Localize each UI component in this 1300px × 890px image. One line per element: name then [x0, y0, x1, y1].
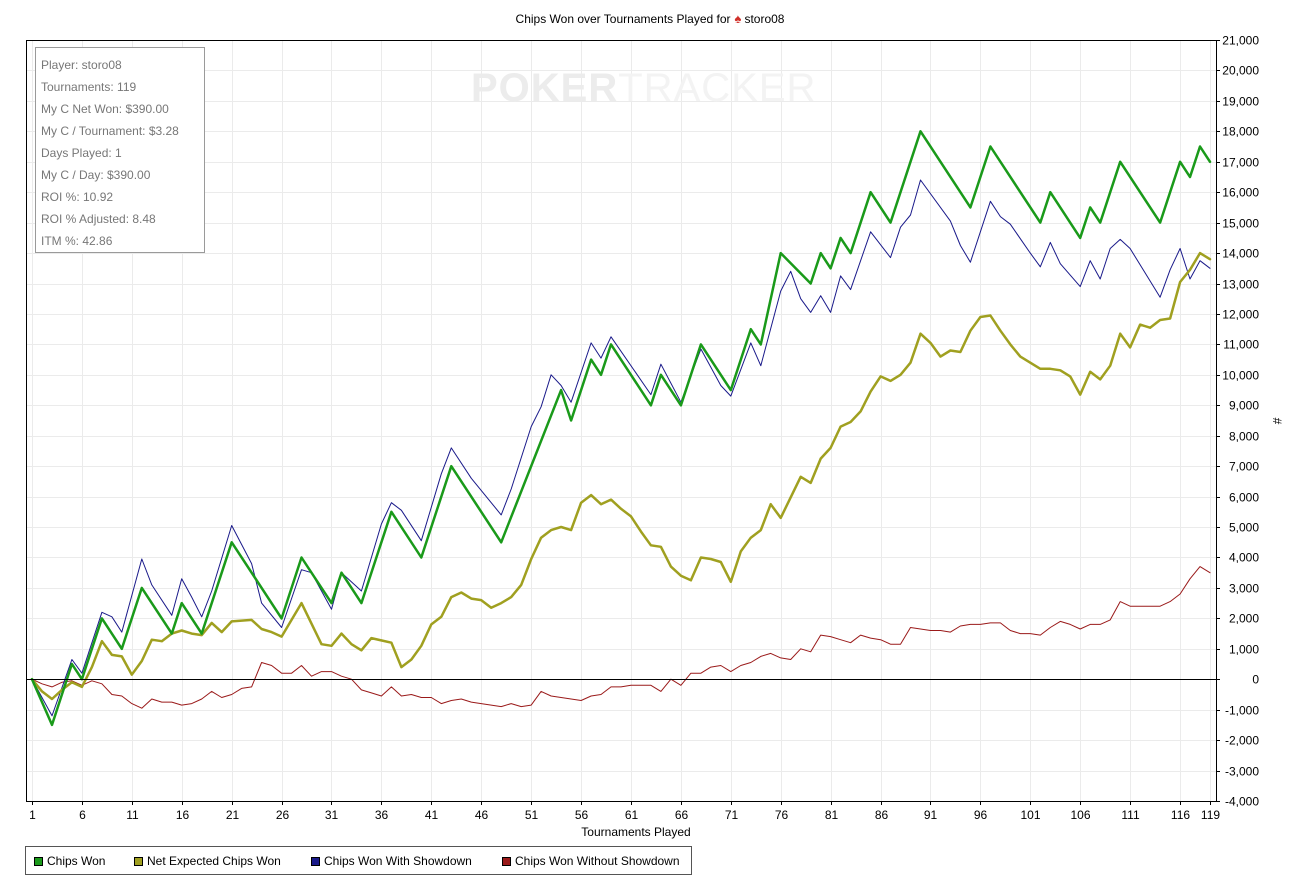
- y-tick-label: 4,000: [1229, 551, 1259, 565]
- x-tick-label: 41: [425, 808, 439, 822]
- y-tick-label: 6,000: [1229, 491, 1259, 505]
- y-tick-label: 0: [1252, 673, 1259, 687]
- x-tick-label: 81: [825, 808, 839, 822]
- y-tick-label: 12,000: [1222, 308, 1259, 322]
- chart-legend: Chips Won Net Expected Chips Won Chips W…: [25, 846, 692, 875]
- legend-swatch-without-showdown: [502, 857, 511, 866]
- x-tick-label: 76: [775, 808, 789, 822]
- series-line-chips-won-without-showdown: [31, 566, 1211, 709]
- legend-item-net-expected[interactable]: Net Expected Chips Won: [134, 854, 281, 868]
- x-tick-label: 66: [675, 808, 689, 822]
- x-tick-label: 26: [276, 808, 290, 822]
- y-tick-label: 15,000: [1222, 217, 1259, 231]
- x-tick-label: 11: [126, 808, 139, 822]
- series-line-net-expected-chips-won: [30, 251, 1212, 701]
- series-line-chips-won-with-showdown: [31, 179, 1211, 717]
- stat-days-played: Days Played: 1: [41, 146, 122, 160]
- y-tick-label: 8,000: [1229, 430, 1259, 444]
- legend-label: Chips Won: [47, 854, 106, 868]
- y-tick-label: 9,000: [1229, 399, 1259, 413]
- y-tick-label: 14,000: [1222, 247, 1259, 261]
- x-tick-label: 86: [875, 808, 889, 822]
- series-line-chips-won: [30, 130, 1212, 727]
- y-axis-label: #: [1270, 418, 1284, 425]
- x-tick-label: 51: [525, 808, 539, 822]
- x-tick-label: 56: [575, 808, 589, 822]
- stat-per-tournament: My C / Tournament: $3.28: [41, 124, 179, 138]
- chart-player-name: storo08: [744, 12, 785, 26]
- legend-item-with-showdown[interactable]: Chips Won With Showdown: [311, 854, 472, 868]
- y-tick-label: 17,000: [1222, 156, 1259, 170]
- y-tick-label: -3,000: [1225, 765, 1259, 779]
- x-tick-label: 116: [1171, 808, 1190, 822]
- legend-item-without-showdown[interactable]: Chips Won Without Showdown: [502, 854, 680, 868]
- spade-icon: ♠: [734, 11, 742, 26]
- y-tick-label: 21,000: [1222, 34, 1259, 48]
- x-tick-label: 16: [176, 808, 190, 822]
- legend-item-chips-won[interactable]: Chips Won: [34, 854, 105, 868]
- x-axis-label: Tournaments Played: [581, 825, 690, 839]
- x-tick-label: 61: [625, 808, 639, 822]
- x-tick-label: 106: [1070, 808, 1090, 822]
- x-tick-label: 46: [475, 808, 489, 822]
- y-tick-label: -2,000: [1225, 734, 1259, 748]
- legend-label: Chips Won Without Showdown: [515, 854, 680, 868]
- stat-roi: ROI %: 10.92: [41, 190, 114, 204]
- y-tick-label: 3,000: [1229, 582, 1259, 596]
- y-tick-label: 18,000: [1222, 125, 1259, 139]
- x-tick-label: 71: [725, 808, 739, 822]
- watermark-part2: TRACKER: [618, 66, 817, 110]
- chart-title-text: Chips Won over Tournaments Played for: [515, 12, 731, 26]
- y-tick-label: 5,000: [1229, 521, 1259, 535]
- stat-tournaments: Tournaments: 119: [41, 80, 137, 94]
- legend-label: Net Expected Chips Won: [147, 854, 281, 868]
- legend-swatch-chips-won: [34, 857, 43, 866]
- y-tick-label: -1,000: [1225, 704, 1259, 718]
- x-tick-label: 21: [226, 808, 240, 822]
- y-tick-label: 1,000: [1229, 643, 1259, 657]
- stat-per-day: My C / Day: $390.00: [41, 168, 151, 182]
- y-tick-label: 13,000: [1222, 278, 1259, 292]
- stat-net-won: My C Net Won: $390.00: [41, 102, 169, 116]
- y-tick-label: 10,000: [1222, 369, 1259, 383]
- y-tick-label: 20,000: [1222, 64, 1259, 78]
- x-tick-label: 31: [325, 808, 339, 822]
- pokertracker-watermark: POKERTRACKER: [471, 66, 816, 111]
- x-tick-label: 36: [375, 808, 389, 822]
- watermark-part1: POKER: [471, 66, 619, 110]
- stat-player: Player: storo08: [41, 58, 122, 72]
- x-tick-label: 1: [29, 808, 36, 822]
- x-tick-label: 96: [974, 808, 988, 822]
- player-stats-box: Player: storo08 Tournaments: 119 My C Ne…: [35, 47, 205, 253]
- axes: -4,000 -3,000 -2,000 -1,000 0 1,000 2,000 3,000…: [26, 34, 1284, 839]
- legend-label: Chips Won With Showdown: [324, 854, 472, 868]
- y-tick-label: 2,000: [1229, 612, 1259, 626]
- legend-swatch-with-showdown: [311, 857, 320, 866]
- y-tick-label: 19,000: [1222, 95, 1259, 109]
- legend-swatch-net-expected: [134, 857, 143, 866]
- plot-frame: [26, 40, 1217, 802]
- series-layer: [30, 130, 1212, 727]
- chart-title: Chips Won over Tournaments Played for ♠ st…: [0, 11, 1300, 26]
- y-tick-label: 7,000: [1229, 460, 1259, 474]
- stat-itm: ITM %: 42.86: [41, 234, 113, 248]
- x-tick-label: 111: [1121, 808, 1140, 822]
- stat-roi-adjusted: ROI % Adjusted: 8.48: [41, 212, 156, 226]
- y-tick-label: -4,000: [1225, 795, 1259, 809]
- x-tick-label: 119: [1201, 808, 1220, 822]
- x-tick-label: 6: [79, 808, 86, 822]
- grid: [26, 40, 1216, 802]
- y-tick-label: 16,000: [1222, 186, 1259, 200]
- x-tick-label: 91: [924, 808, 938, 822]
- y-tick-label: 11,000: [1223, 338, 1259, 352]
- x-tick-label: 101: [1020, 808, 1040, 822]
